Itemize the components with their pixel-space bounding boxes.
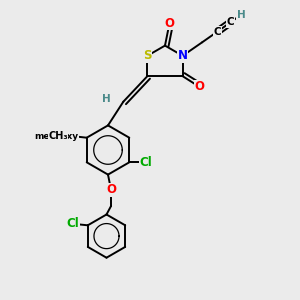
Text: H: H: [103, 94, 111, 104]
Text: O: O: [68, 130, 78, 143]
Text: C: C: [227, 17, 235, 27]
Text: O: O: [106, 183, 116, 196]
Text: C: C: [213, 27, 221, 37]
Text: O: O: [194, 80, 204, 93]
Text: methoxy: methoxy: [34, 132, 79, 141]
Text: O: O: [164, 16, 175, 30]
Text: H: H: [237, 10, 245, 20]
Text: N: N: [178, 49, 188, 62]
Text: Cl: Cl: [66, 217, 79, 230]
Text: Cl: Cl: [140, 156, 152, 169]
Text: CH₃: CH₃: [48, 131, 68, 141]
Text: S: S: [143, 49, 152, 62]
